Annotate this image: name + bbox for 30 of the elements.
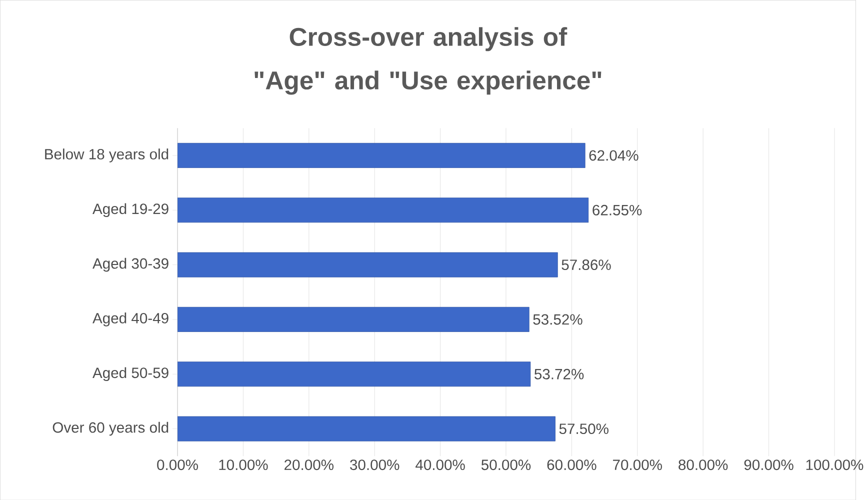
y-tick-label: Aged 40-49	[92, 312, 168, 326]
data-label: 57.50%	[559, 423, 608, 434]
bar	[178, 198, 589, 222]
data-label: 62.55%	[592, 204, 642, 216]
bar	[178, 142, 586, 168]
y-tick-label: Over 60 years old	[52, 422, 168, 436]
chart-title: Cross-over analysis of "Age" and "Use experience"	[254, 27, 602, 95]
x-tick-label: 100.00%	[806, 459, 864, 470]
x-tick-label: 70.00%	[613, 459, 662, 470]
bar	[178, 306, 530, 332]
x-tick-label: 40.00%	[416, 459, 465, 470]
bar	[178, 361, 531, 386]
x-tick-label: 0.00%	[157, 459, 198, 470]
data-label: 57.86%	[562, 259, 611, 270]
data-label: 62.04%	[589, 150, 638, 161]
x-tick-label: 50.00%	[481, 459, 531, 470]
x-tick-label: 10.00%	[219, 459, 268, 470]
x-tick-label: 90.00%	[744, 459, 794, 470]
y-tick-label: Aged 19-29	[92, 203, 168, 217]
x-tick-label: 20.00%	[284, 459, 334, 470]
x-tick-label: 80.00%	[678, 459, 728, 470]
y-tick-label: Aged 50-59	[92, 367, 168, 381]
bar	[178, 252, 558, 278]
bar	[178, 416, 556, 442]
y-tick-label: Below 18 years old	[45, 148, 168, 162]
data-label: 53.52%	[533, 314, 582, 325]
data-label: 53.72%	[534, 368, 584, 380]
x-tick-label: 30.00%	[350, 459, 400, 470]
x-tick-label: 60.00%	[547, 459, 596, 470]
y-tick-label: Aged 30-39	[92, 258, 168, 272]
